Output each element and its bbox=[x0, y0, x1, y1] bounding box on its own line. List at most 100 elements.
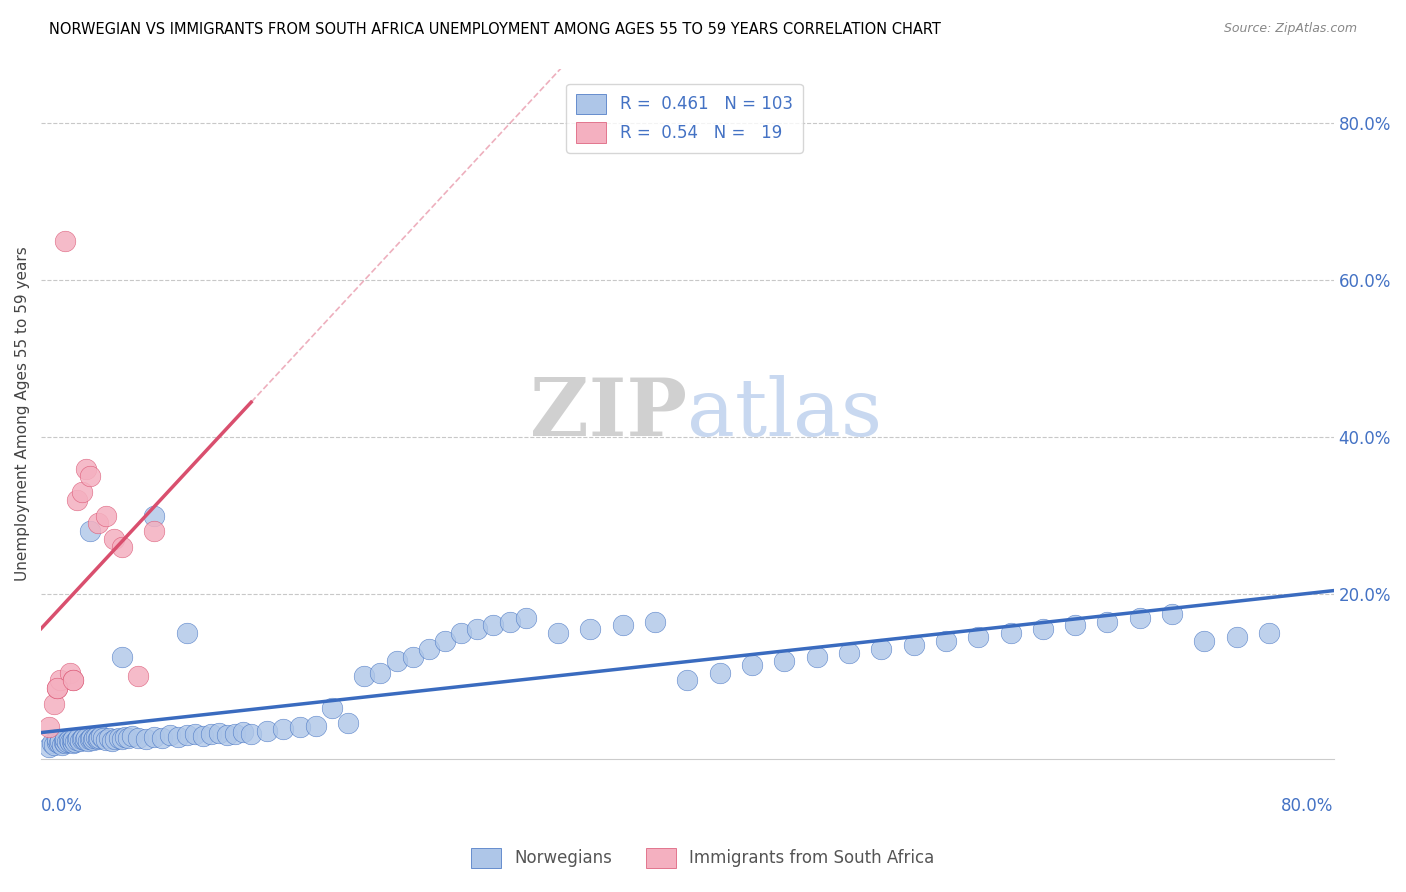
Point bbox=[38, 720, 60, 734]
Point bbox=[62, 736, 84, 750]
Point bbox=[84, 730, 107, 744]
Point bbox=[59, 665, 82, 680]
Point bbox=[579, 623, 602, 637]
Point bbox=[86, 516, 108, 531]
Point bbox=[98, 731, 121, 746]
Point bbox=[498, 615, 520, 629]
Point bbox=[159, 728, 181, 742]
Point bbox=[79, 732, 101, 747]
Point bbox=[90, 729, 112, 743]
Point bbox=[42, 697, 65, 711]
Point bbox=[150, 731, 173, 746]
Legend: R =  0.461   N = 103, R =  0.54   N =   19: R = 0.461 N = 103, R = 0.54 N = 19 bbox=[567, 84, 803, 153]
Point bbox=[42, 738, 65, 752]
Point bbox=[208, 726, 231, 740]
Point bbox=[467, 623, 489, 637]
Point bbox=[104, 732, 127, 747]
Point bbox=[176, 626, 198, 640]
Point bbox=[111, 732, 134, 747]
Point bbox=[114, 730, 136, 744]
Point bbox=[77, 733, 100, 747]
Point bbox=[59, 735, 82, 749]
Text: Source: ZipAtlas.com: Source: ZipAtlas.com bbox=[1223, 22, 1357, 36]
Point bbox=[709, 665, 731, 680]
Point bbox=[49, 733, 72, 747]
Point bbox=[1064, 618, 1087, 632]
Point bbox=[935, 634, 957, 648]
Point bbox=[143, 508, 166, 523]
Point bbox=[135, 732, 157, 747]
Point bbox=[101, 733, 124, 747]
Point bbox=[46, 734, 69, 748]
Point bbox=[38, 739, 60, 754]
Point bbox=[418, 642, 440, 657]
Point bbox=[547, 626, 569, 640]
Point bbox=[967, 630, 990, 644]
Text: ZIP: ZIP bbox=[530, 375, 688, 452]
Point bbox=[176, 728, 198, 742]
Point bbox=[51, 738, 73, 752]
Point bbox=[167, 730, 190, 744]
Point bbox=[111, 649, 134, 664]
Point bbox=[612, 618, 634, 632]
Point bbox=[60, 733, 83, 747]
Point bbox=[273, 722, 295, 736]
Point bbox=[49, 673, 72, 688]
Point bbox=[89, 731, 111, 745]
Point bbox=[434, 634, 457, 648]
Point bbox=[1226, 630, 1249, 644]
Point bbox=[183, 727, 205, 741]
Text: 0.0%: 0.0% bbox=[41, 797, 83, 814]
Point bbox=[91, 731, 114, 746]
Point bbox=[1161, 607, 1184, 621]
Point bbox=[70, 485, 93, 500]
Point bbox=[46, 732, 69, 747]
Point bbox=[191, 729, 214, 743]
Point bbox=[337, 716, 360, 731]
Point bbox=[1194, 634, 1216, 648]
Point bbox=[482, 618, 505, 632]
Point bbox=[41, 736, 63, 750]
Point bbox=[127, 731, 149, 745]
Point bbox=[80, 731, 103, 745]
Point bbox=[806, 649, 828, 664]
Point bbox=[75, 461, 97, 475]
Point bbox=[72, 731, 94, 745]
Point bbox=[240, 727, 263, 741]
Point bbox=[56, 734, 79, 748]
Point bbox=[773, 654, 796, 668]
Point bbox=[870, 642, 893, 657]
Point bbox=[741, 657, 763, 672]
Point bbox=[103, 532, 125, 546]
Point bbox=[838, 646, 860, 660]
Point bbox=[644, 615, 666, 629]
Legend: Norwegians, Immigrants from South Africa: Norwegians, Immigrants from South Africa bbox=[465, 841, 941, 875]
Point bbox=[1258, 626, 1281, 640]
Point bbox=[385, 654, 408, 668]
Point bbox=[52, 734, 75, 748]
Point bbox=[903, 638, 925, 652]
Point bbox=[63, 734, 86, 748]
Point bbox=[66, 492, 89, 507]
Point bbox=[62, 732, 84, 747]
Point bbox=[70, 732, 93, 747]
Point bbox=[94, 508, 117, 523]
Point bbox=[107, 731, 129, 745]
Point bbox=[62, 673, 84, 688]
Point bbox=[73, 733, 96, 747]
Point bbox=[321, 700, 343, 714]
Point bbox=[67, 731, 90, 746]
Point bbox=[353, 669, 375, 683]
Point bbox=[75, 731, 97, 746]
Point bbox=[53, 736, 76, 750]
Point bbox=[143, 730, 166, 744]
Point bbox=[48, 736, 70, 750]
Text: NORWEGIAN VS IMMIGRANTS FROM SOUTH AFRICA UNEMPLOYMENT AMONG AGES 55 TO 59 YEARS: NORWEGIAN VS IMMIGRANTS FROM SOUTH AFRIC… bbox=[49, 22, 941, 37]
Text: 80.0%: 80.0% bbox=[1281, 797, 1334, 814]
Point bbox=[402, 649, 425, 664]
Point bbox=[305, 719, 328, 733]
Point bbox=[58, 733, 80, 747]
Point bbox=[82, 733, 104, 747]
Point bbox=[79, 469, 101, 483]
Point bbox=[288, 720, 311, 734]
